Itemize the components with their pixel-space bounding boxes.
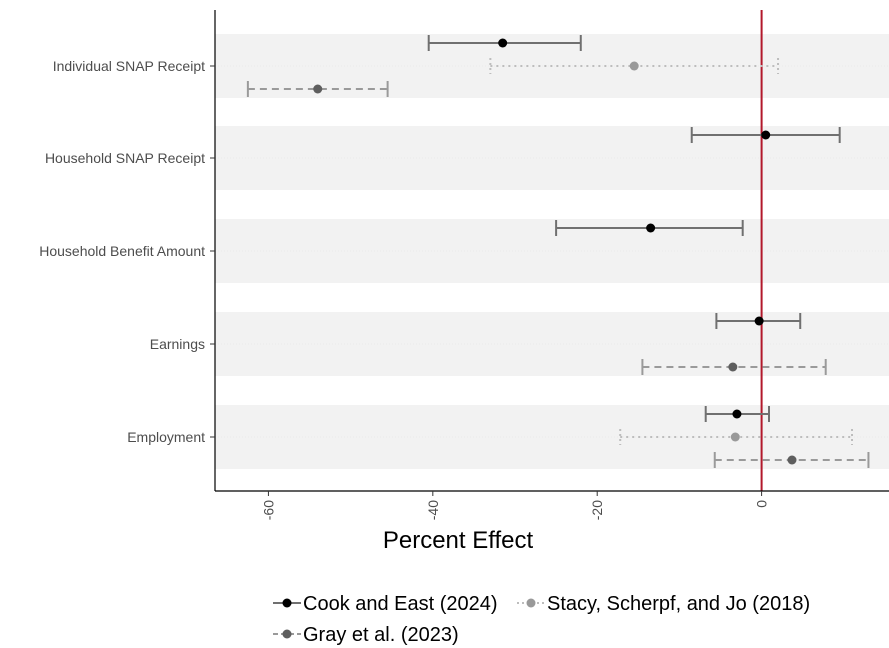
point-estimate-s3-1 xyxy=(313,84,323,94)
legend-label: Gray et al. (2023) xyxy=(303,624,459,646)
x-axis-tick-labels: -60 -40 -20 0 xyxy=(260,500,769,520)
legend-label: Stacy, Scherpf, and Jo (2018) xyxy=(547,593,810,615)
legend-item-3: Gray et al. (2023) xyxy=(273,624,459,646)
legend-item-2: Stacy, Scherpf, and Jo (2018) xyxy=(517,593,810,615)
x-tick-label: -20 xyxy=(589,500,605,520)
errorbar-s3-1 xyxy=(246,81,389,97)
legend-key-point xyxy=(282,598,292,608)
point-estimate-s1-2 xyxy=(761,130,771,140)
legend-key-point xyxy=(526,598,536,608)
category-label: Individual SNAP Receipt xyxy=(53,58,205,74)
legend-label: Cook and East (2024) xyxy=(303,593,498,615)
legend-key-point xyxy=(282,629,292,639)
point-estimate-s3-3 xyxy=(787,455,797,465)
point-estimate-s1-5 xyxy=(732,409,742,419)
x-axis-title: Percent Effect xyxy=(383,527,534,554)
legend: Cook and East (2024) Stacy, Scherpf, and … xyxy=(273,593,810,646)
category-label: Earnings xyxy=(150,336,205,352)
point-estimate-s2-1 xyxy=(629,61,639,71)
point-estimate-s2-2 xyxy=(730,432,740,442)
category-label: Employment xyxy=(127,429,205,445)
point-estimates xyxy=(313,38,797,465)
x-tick-label: -60 xyxy=(260,500,276,520)
y-axis-labels: Individual SNAP Receipt Household SNAP Re… xyxy=(39,58,205,445)
point-estimate-s1-4 xyxy=(754,316,764,326)
legend-item-1: Cook and East (2024) xyxy=(273,593,498,615)
x-tick-label: 0 xyxy=(754,500,770,508)
errorbar-s3-2 xyxy=(641,359,827,375)
x-tick-label: -40 xyxy=(425,500,441,520)
category-label: Household SNAP Receipt xyxy=(45,150,205,166)
category-label: Household Benefit Amount xyxy=(39,243,205,259)
point-estimate-s3-2 xyxy=(728,362,738,372)
axes xyxy=(210,10,889,496)
point-estimate-s1-3 xyxy=(646,223,656,233)
point-estimate-s1-1 xyxy=(498,38,508,48)
